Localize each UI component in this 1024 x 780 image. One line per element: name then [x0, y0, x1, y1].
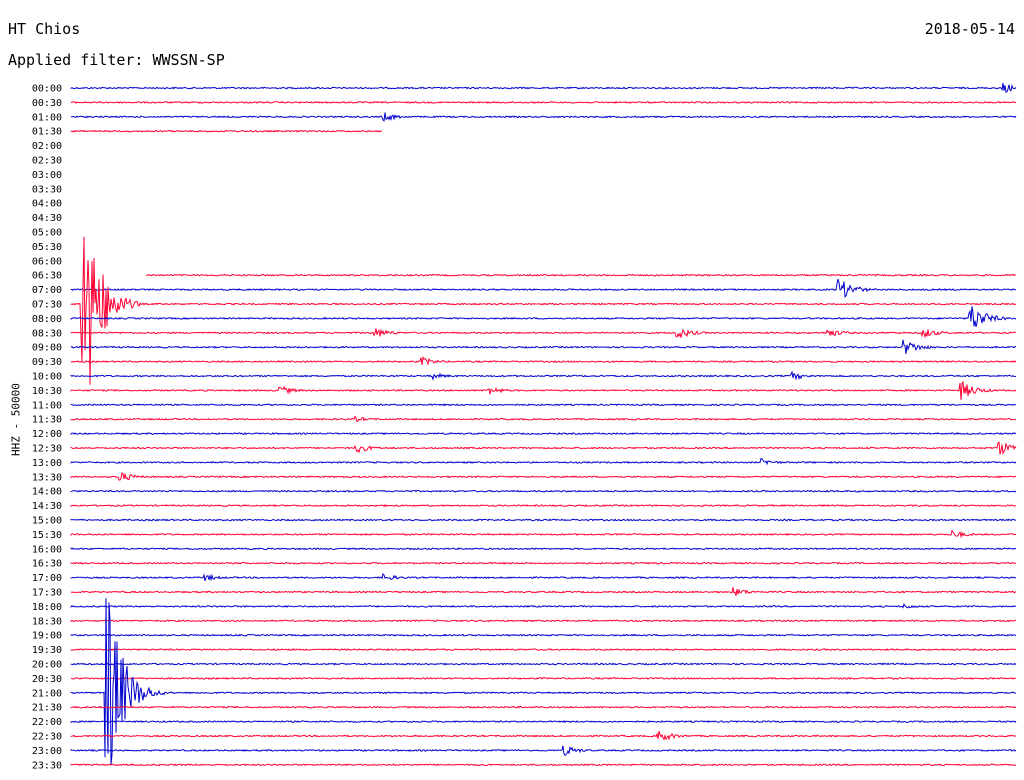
trace-time-label: 15:00 [32, 516, 62, 527]
seismic-trace [70, 745, 1017, 757]
trace-time-label: 02:30 [32, 156, 62, 167]
trace-time-label: 23:00 [32, 746, 62, 757]
trace-time-label: 04:30 [32, 213, 62, 224]
trace-time-label: 19:30 [32, 645, 62, 656]
trace-time-label: 21:30 [32, 703, 62, 714]
trace-time-label: 15:30 [32, 530, 62, 541]
seismic-trace [70, 370, 1017, 381]
trace-time-label: 11:00 [32, 400, 62, 411]
seismic-trace [70, 403, 1017, 407]
trace-time-label: 12:00 [32, 429, 62, 440]
seismic-trace [70, 573, 1017, 582]
seismic-trace [70, 82, 1017, 93]
trace-time-label: 05:30 [32, 242, 62, 253]
seismic-trace [70, 339, 1017, 354]
seismic-trace [70, 602, 1017, 609]
seismic-trace [70, 278, 1016, 298]
trace-time-label: 01:30 [32, 127, 62, 138]
date-label: 2018-05-14 [924, 20, 1015, 38]
seismic-trace [70, 662, 1017, 666]
trace-time-label: 10:00 [32, 372, 62, 383]
trace-time-label: 06:00 [32, 256, 62, 267]
station-title: HT Chios [8, 20, 81, 38]
trace-time-label: 22:00 [32, 717, 62, 728]
trace-time-label: 00:30 [32, 98, 62, 109]
seismic-trace [70, 415, 1017, 423]
trace-time-label: 07:30 [32, 300, 62, 311]
seismic-trace [70, 432, 1017, 436]
trace-time-label: 03:00 [32, 170, 62, 181]
trace-time-label: 23:30 [32, 760, 62, 771]
trace-time-label: 14:00 [32, 487, 62, 498]
seismic-trace [70, 328, 1017, 339]
seismic-trace [70, 100, 1017, 104]
trace-time-label: 20:00 [32, 660, 62, 671]
seismic-trace [70, 504, 1017, 508]
seismic-trace [70, 619, 1016, 623]
seismic-trace [70, 763, 1017, 767]
trace-time-label: 16:30 [32, 559, 62, 570]
seismic-trace [70, 598, 1017, 765]
seismic-trace [70, 112, 1017, 122]
seismic-trace [70, 306, 1017, 328]
trace-time-label: 18:30 [32, 616, 62, 627]
seismic-trace [70, 355, 1017, 366]
seismic-trace [70, 236, 1017, 385]
trace-time-label: 00:00 [32, 84, 62, 95]
trace-time-label: 05:00 [32, 228, 62, 239]
trace-time-label: 17:30 [32, 588, 62, 599]
trace-time-label: 01:00 [32, 112, 62, 123]
trace-time-label: 17:00 [32, 573, 62, 584]
seismic-trace [70, 587, 1017, 596]
filter-subtitle: Applied filter: WWSSN-SP [8, 51, 225, 69]
seismic-trace [70, 561, 1017, 565]
trace-time-label: 10:30 [32, 386, 62, 397]
trace-time-label: 16:00 [32, 544, 62, 555]
trace-time-label: 13:00 [32, 458, 62, 469]
seismic-trace [70, 720, 1017, 724]
seismic-trace [70, 472, 1017, 481]
trace-time-label: 14:30 [32, 501, 62, 512]
seismic-trace [70, 129, 383, 133]
trace-time-label: 13:30 [32, 472, 62, 483]
seismic-trace [70, 633, 1017, 637]
seismic-trace [70, 518, 1017, 522]
trace-time-label: 03:30 [32, 184, 62, 195]
seismic-trace [70, 705, 1017, 709]
seismic-trace [70, 529, 1016, 539]
trace-time-label: 07:00 [32, 285, 62, 296]
seismic-trace [146, 273, 1016, 277]
trace-time-label: 06:30 [32, 271, 62, 282]
seismic-trace [70, 648, 1017, 652]
trace-time-label: 02:00 [32, 141, 62, 152]
trace-time-label: 19:00 [32, 631, 62, 642]
trace-time-label: 08:00 [32, 314, 62, 325]
trace-time-label: 12:30 [32, 444, 62, 455]
trace-time-label: 21:00 [32, 688, 62, 699]
seismic-trace [70, 380, 1017, 400]
trace-time-label: 09:30 [32, 357, 62, 368]
trace-time-label: 08:30 [32, 328, 62, 339]
trace-time-label: 22:30 [32, 732, 62, 743]
seismic-trace [70, 457, 1017, 466]
seismic-trace [70, 730, 1017, 741]
seismic-trace [70, 441, 1017, 455]
seismic-trace [70, 676, 1017, 680]
seismic-trace [70, 489, 1017, 493]
trace-time-label: 09:00 [32, 343, 62, 354]
trace-time-label: 20:30 [32, 674, 62, 685]
trace-time-label: 04:00 [32, 199, 62, 210]
trace-time-label: 11:30 [32, 415, 62, 426]
trace-time-label: 18:00 [32, 602, 62, 613]
seismic-trace [70, 547, 1017, 551]
